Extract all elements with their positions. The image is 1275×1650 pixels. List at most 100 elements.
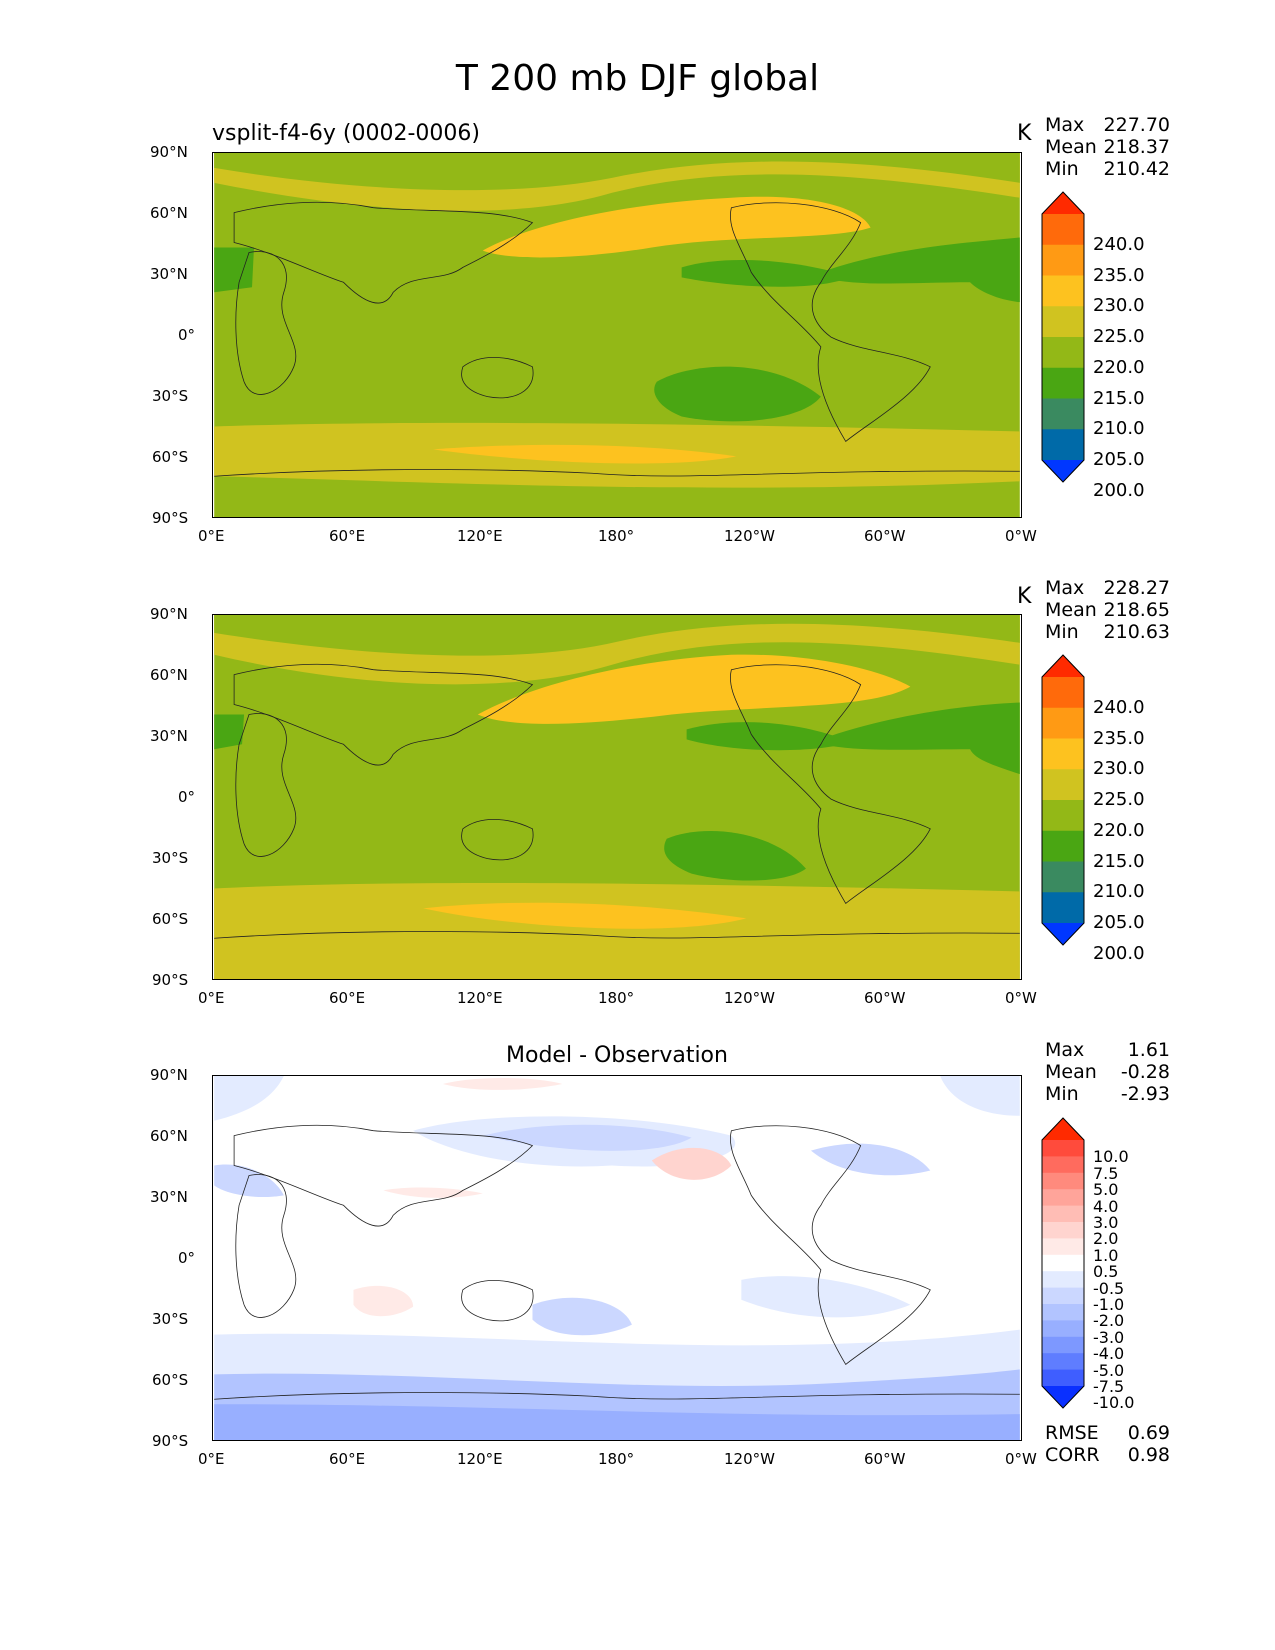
colorbar-tick-label: -5.0 bbox=[1093, 1360, 1125, 1380]
colorbar-tick-label: -4.0 bbox=[1093, 1344, 1125, 1364]
colorbar-tick-label: 2.0 bbox=[1093, 1229, 1119, 1249]
colorbar-tick-label: 215.0 bbox=[1093, 850, 1145, 872]
colorbar-tick-label: 200.0 bbox=[1093, 942, 1145, 964]
colorbar-tick-label: 1.0 bbox=[1093, 1245, 1119, 1265]
panel3-stat-mean-value: -0.28 bbox=[1120, 1061, 1170, 1083]
colorbar-segment bbox=[1042, 1156, 1084, 1174]
colorbar-segment bbox=[1042, 1254, 1084, 1272]
colorbar-segment bbox=[1042, 769, 1084, 801]
panel2-lat-tick-0: 90°N bbox=[150, 605, 188, 623]
panel1-lon-tick-3: 180° bbox=[598, 527, 635, 545]
panel2-stat-mean-label: Mean bbox=[1045, 599, 1097, 621]
panel1-lon-tick-0: 0°E bbox=[198, 527, 225, 545]
colorbar-segment bbox=[1042, 1336, 1084, 1354]
colorbar-segment bbox=[1042, 830, 1084, 862]
panel1-stat-max-value: 227.70 bbox=[1103, 114, 1170, 136]
panel2-units: K bbox=[1017, 584, 1032, 609]
panel3-colorbar bbox=[1041, 1117, 1085, 1409]
panel3-lon-tick-5: 60°W bbox=[864, 1450, 906, 1468]
colorbar-segment bbox=[1042, 861, 1084, 893]
panel1-lon-tick-4: 120°W bbox=[724, 527, 775, 545]
colorbar-extend-bottom bbox=[1042, 1386, 1084, 1408]
panel3-lat-tick-1: 60°N bbox=[150, 1127, 188, 1145]
panel1-lon-tick-6: 0°W bbox=[1005, 527, 1037, 545]
panel1-units: K bbox=[1017, 121, 1032, 146]
colorbar-segment bbox=[1042, 306, 1084, 338]
panel3-lon-tick-0: 0°E bbox=[198, 1450, 225, 1468]
panel3-map bbox=[212, 1075, 1022, 1441]
panel1-left-title: vsplit-f4-6y (0002-0006) bbox=[212, 121, 481, 146]
colorbar-segment bbox=[1042, 275, 1084, 307]
colorbar-extend-bottom bbox=[1042, 460, 1084, 482]
colorbar-segment bbox=[1042, 1353, 1084, 1371]
panel2-stat-min-label: Min bbox=[1045, 621, 1079, 643]
panel3-lon-tick-4: 120°W bbox=[724, 1450, 775, 1468]
colorbar-tick-label: 3.0 bbox=[1093, 1213, 1119, 1232]
colorbar-tick-label: 235.0 bbox=[1093, 264, 1145, 286]
panel2-lat-tick-6: 90°S bbox=[152, 971, 189, 989]
colorbar-segment bbox=[1042, 1205, 1084, 1223]
panel1-stat-min-value: 210.42 bbox=[1103, 158, 1170, 180]
colorbar-segment bbox=[1042, 892, 1084, 924]
panel1-lon-tick-5: 60°W bbox=[864, 527, 906, 545]
colorbar-tick-label: 205.0 bbox=[1093, 912, 1145, 933]
panel1-stat-mean-value: 218.37 bbox=[1103, 136, 1170, 158]
panel3-lat-tick-2: 30°N bbox=[150, 1188, 188, 1206]
panel2-stat-mean-value: 218.65 bbox=[1103, 599, 1170, 621]
colorbar-tick-label: 225.0 bbox=[1093, 789, 1145, 810]
colorbar-extend-top bbox=[1042, 1118, 1084, 1140]
colorbar-tick-label: 235.0 bbox=[1093, 727, 1145, 749]
colorbar-segment bbox=[1042, 367, 1084, 399]
panel3-stat-mean-label: Mean bbox=[1045, 1061, 1097, 1083]
panel1-lat-tick-4: 30°S bbox=[152, 387, 189, 405]
panel3-rmse-value: 0.69 bbox=[1127, 1422, 1170, 1444]
panel1-lon-tick-2: 120°E bbox=[457, 527, 503, 545]
colorbar-tick-label: -0.5 bbox=[1093, 1278, 1125, 1298]
colorbar-tick-label: 210.0 bbox=[1093, 418, 1145, 440]
colorbar-outline bbox=[1041, 1117, 1085, 1409]
colorbar-tick-label: -1.0 bbox=[1093, 1295, 1125, 1314]
colorbar-tick-label: 10.0 bbox=[1093, 1147, 1129, 1167]
panel1-lat-tick-3: 0° bbox=[178, 326, 196, 344]
panel3-stat-min-value: -2.93 bbox=[1120, 1083, 1170, 1105]
panel3-lon-tick-1: 60°E bbox=[329, 1450, 366, 1468]
panel1-lat-tick-1: 60°N bbox=[150, 204, 188, 222]
panel2-lon-tick-3: 180° bbox=[598, 989, 635, 1007]
panel2-stat-max-label: Max bbox=[1045, 577, 1085, 599]
colorbar-tick-label: 240.0 bbox=[1093, 233, 1145, 255]
colorbar-tick-label: 205.0 bbox=[1093, 449, 1145, 470]
panel2-lon-tick-2: 120°E bbox=[457, 989, 503, 1007]
colorbar-tick-label: 5.0 bbox=[1093, 1180, 1119, 1200]
colorbar-tick-label: -10.0 bbox=[1093, 1393, 1135, 1413]
panel2-field bbox=[214, 615, 1020, 979]
panel1-colorbar bbox=[1041, 191, 1085, 483]
colorbar-segment bbox=[1042, 1369, 1084, 1387]
panel2-lat-tick-5: 60°S bbox=[152, 910, 189, 928]
panel3-lon-tick-6: 0°W bbox=[1005, 1450, 1037, 1468]
colorbar-segment bbox=[1042, 429, 1084, 461]
panel3-stat-max-value: 1.61 bbox=[1127, 1039, 1170, 1061]
panel2-lon-tick-5: 60°W bbox=[864, 989, 906, 1007]
colorbar-tick-label: 200.0 bbox=[1093, 479, 1145, 501]
colorbar-tick-label: 240.0 bbox=[1093, 696, 1145, 718]
figure-title: T 200 mb DJF global bbox=[455, 58, 820, 99]
panel3-lon-tick-3: 180° bbox=[598, 1450, 635, 1468]
colorbar-segment bbox=[1042, 1189, 1084, 1207]
panel3-lon-tick-2: 120°E bbox=[457, 1450, 503, 1468]
colorbar-segment bbox=[1042, 800, 1084, 832]
colorbar-tick-label: 230.0 bbox=[1093, 295, 1145, 317]
colorbar-segment bbox=[1042, 1304, 1084, 1321]
colorbar-segment bbox=[1042, 707, 1084, 739]
colorbar-segment bbox=[1042, 1140, 1084, 1157]
panel1-stat-min-label: Min bbox=[1045, 158, 1079, 180]
panel2-lat-tick-1: 60°N bbox=[150, 666, 188, 684]
colorbar-outline bbox=[1041, 654, 1085, 946]
panel3-corr-label: CORR bbox=[1045, 1444, 1100, 1466]
colorbar-tick-label: 210.0 bbox=[1093, 881, 1145, 903]
panel1-lat-tick-2: 30°N bbox=[150, 265, 188, 283]
colorbar-tick-label: 230.0 bbox=[1093, 758, 1145, 780]
colorbar-segment bbox=[1042, 677, 1084, 709]
colorbar-tick-label: -2.0 bbox=[1093, 1311, 1125, 1331]
colorbar-tick-label: -3.0 bbox=[1093, 1327, 1125, 1347]
panel3-corr-value: 0.98 bbox=[1127, 1444, 1170, 1466]
